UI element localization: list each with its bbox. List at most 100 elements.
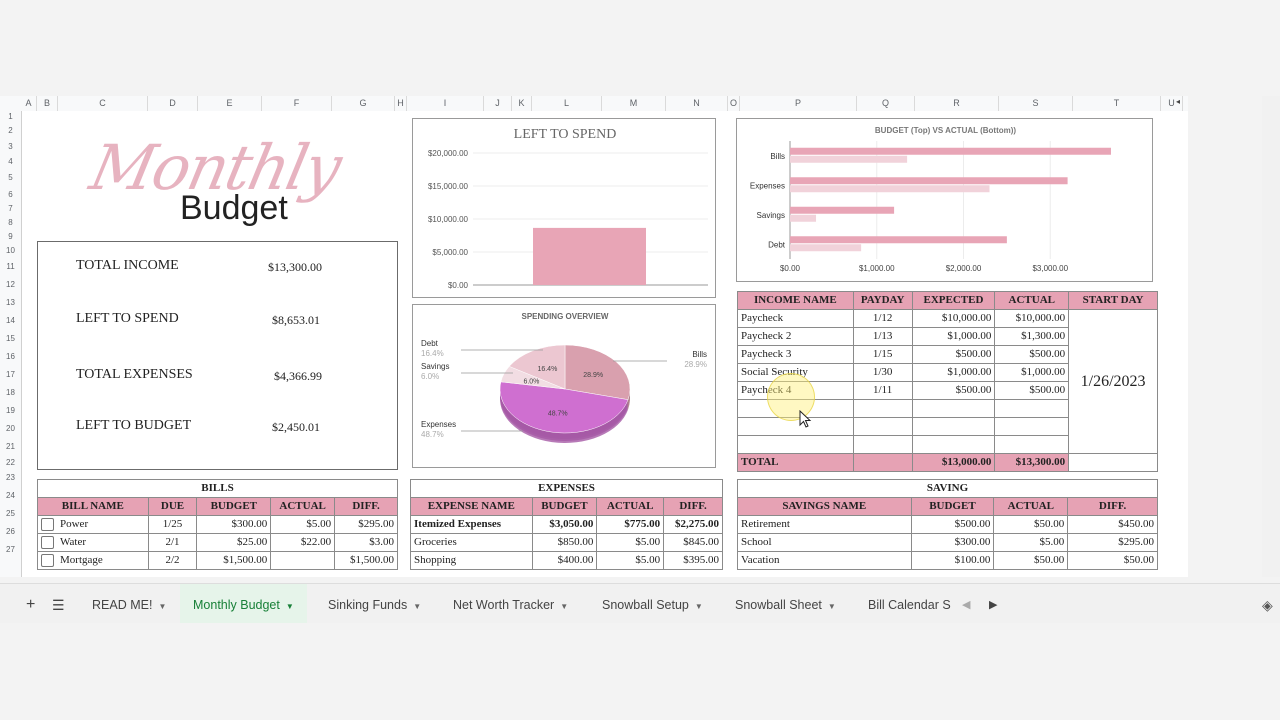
column-header[interactable]: S <box>999 96 1073 111</box>
saving-name-cell[interactable]: Retirement <box>737 515 912 534</box>
saving-header-budget[interactable]: BUDGET <box>910 497 995 516</box>
column-header[interactable]: H <box>395 96 407 111</box>
empty-cell[interactable] <box>911 417 996 436</box>
column-header[interactable]: P <box>740 96 857 111</box>
saving-budget-cell[interactable]: $100.00 <box>910 551 995 570</box>
income-expected-cell[interactable]: $500.00 <box>911 381 996 400</box>
vertical-scrollbar[interactable] <box>1262 96 1280 577</box>
scroll-tabs-right-icon[interactable]: ▶ <box>989 599 998 611</box>
income-total-expected[interactable]: $13,000.00 <box>911 453 996 472</box>
expense-diff-cell[interactable]: $2,275.00 <box>663 515 723 534</box>
row-header[interactable]: 21 <box>6 442 15 451</box>
expense-name-cell[interactable]: Itemized Expenses <box>410 515 533 534</box>
income-expected-cell[interactable]: $1,000.00 <box>911 327 996 346</box>
collapse-arrow-icon[interactable]: ◂ <box>1176 97 1181 106</box>
expense-actual-cell[interactable]: $5.00 <box>596 551 665 570</box>
row-header[interactable]: 20 <box>6 424 15 433</box>
explore-icon[interactable]: ◈ <box>1262 597 1273 613</box>
add-sheet-button[interactable]: + <box>26 596 36 613</box>
row-header[interactable]: 26 <box>6 527 15 536</box>
expenses-header-budget[interactable]: BUDGET <box>531 497 598 516</box>
saving-diff-cell[interactable]: $50.00 <box>1067 551 1158 570</box>
empty-cell[interactable] <box>852 417 913 436</box>
row-header[interactable]: 24 <box>6 491 15 500</box>
tab-net-worth-tracker[interactable]: Net Worth Tracker ▼ <box>441 584 580 624</box>
income-total-label[interactable]: TOTAL <box>737 453 854 472</box>
income-payday-cell[interactable]: 1/13 <box>852 327 913 346</box>
expense-budget-cell[interactable]: $850.00 <box>531 533 598 552</box>
empty-cell[interactable] <box>994 417 1070 436</box>
column-header[interactable]: R <box>915 96 999 111</box>
empty-cell[interactable] <box>1068 453 1158 472</box>
row-header[interactable]: 13 <box>6 298 15 307</box>
all-sheets-menu-icon[interactable]: ☰ <box>52 597 65 613</box>
column-header[interactable]: B <box>37 96 58 111</box>
expenses-header-name[interactable]: EXPENSE NAME <box>410 497 533 516</box>
expenses-header-diff[interactable]: DIFF. <box>663 497 723 516</box>
column-header[interactable]: D <box>148 96 198 111</box>
bill-due-cell[interactable]: 2/1 <box>147 533 198 552</box>
row-header[interactable]: 10 <box>6 246 15 255</box>
row-header[interactable]: 6 <box>8 190 13 199</box>
expense-diff-cell[interactable]: $395.00 <box>663 551 723 570</box>
column-header[interactable]: Q <box>857 96 915 111</box>
bills-header-budget[interactable]: BUDGET <box>196 497 272 516</box>
column-header[interactable]: K <box>512 96 532 111</box>
bill-actual-cell[interactable]: $5.00 <box>270 515 336 534</box>
chevron-down-icon[interactable]: ▼ <box>413 602 422 611</box>
income-actual-cell[interactable]: $10,000.00 <box>994 309 1070 328</box>
empty-cell[interactable] <box>852 399 913 418</box>
row-header[interactable]: 15 <box>6 334 15 343</box>
tab-sinking-funds[interactable]: Sinking Funds ▼ <box>316 584 433 624</box>
tab-read-me[interactable]: READ ME! ▼ <box>80 584 178 624</box>
bill-actual-cell[interactable] <box>270 551 336 570</box>
income-payday-cell[interactable]: 1/15 <box>852 345 913 364</box>
saving-header-diff[interactable]: DIFF. <box>1067 497 1158 516</box>
saving-diff-cell[interactable]: $295.00 <box>1067 533 1158 552</box>
saving-header-actual[interactable]: ACTUAL <box>993 497 1069 516</box>
row-header[interactable]: 3 <box>8 142 13 151</box>
row-header[interactable]: 2 <box>8 126 13 135</box>
row-header[interactable]: 23 <box>6 473 15 482</box>
bill-diff-cell[interactable]: $3.00 <box>334 533 398 552</box>
expense-actual-cell[interactable]: $775.00 <box>596 515 665 534</box>
column-header[interactable]: J <box>484 96 512 111</box>
expense-name-cell[interactable]: Groceries <box>410 533 533 552</box>
saving-name-cell[interactable]: School <box>737 533 912 552</box>
saving-actual-cell[interactable]: $50.00 <box>993 515 1069 534</box>
row-header[interactable]: 19 <box>6 406 15 415</box>
total-expenses-value[interactable]: $4,366.99 <box>274 369 322 383</box>
tab-snowball-setup[interactable]: Snowball Setup ▼ <box>590 584 715 624</box>
income-name-cell[interactable]: Paycheck 3 <box>737 345 854 364</box>
bills-header-name[interactable]: BILL NAME <box>37 497 149 516</box>
row-header[interactable]: 16 <box>6 352 15 361</box>
row-header[interactable]: 25 <box>6 509 15 518</box>
left-to-spend-chart[interactable]: LEFT TO SPEND $20,000.00 $15,000.00 $10,00… <box>412 118 716 298</box>
expense-budget-cell[interactable]: $400.00 <box>531 551 598 570</box>
column-header[interactable]: A <box>21 96 37 111</box>
saving-actual-cell[interactable]: $50.00 <box>993 551 1069 570</box>
empty-cell[interactable] <box>911 435 996 454</box>
bill-budget-cell[interactable]: $300.00 <box>196 515 272 534</box>
income-actual-cell[interactable]: $1,000.00 <box>994 363 1070 382</box>
spreadsheet-grid[interactable]: Monthly Budget TOTAL INCOME $13,300.00 L… <box>22 111 1188 577</box>
column-header[interactable]: F <box>262 96 332 111</box>
row-header[interactable]: 8 <box>8 218 13 227</box>
empty-cell[interactable] <box>994 435 1070 454</box>
income-expected-cell[interactable]: $500.00 <box>911 345 996 364</box>
income-name-cell[interactable]: Paycheck 2 <box>737 327 854 346</box>
row-header[interactable]: 14 <box>6 316 15 325</box>
row-header[interactable]: 27 <box>6 545 15 554</box>
bills-header-due[interactable]: DUE <box>147 497 198 516</box>
bill-name-cell[interactable]: Mortgage <box>37 551 149 570</box>
row-header[interactable]: 18 <box>6 388 15 397</box>
column-header[interactable]: E <box>198 96 262 111</box>
empty-cell[interactable] <box>852 435 913 454</box>
chevron-down-icon[interactable]: ▼ <box>285 602 294 611</box>
bills-header-actual[interactable]: ACTUAL <box>270 497 336 516</box>
income-payday-cell[interactable]: 1/11 <box>852 381 913 400</box>
scroll-tabs-left-icon[interactable]: ◀ <box>962 599 971 611</box>
bill-due-cell[interactable]: 2/2 <box>147 551 198 570</box>
expenses-header-actual[interactable]: ACTUAL <box>596 497 665 516</box>
income-name-cell[interactable]: Paycheck <box>737 309 854 328</box>
